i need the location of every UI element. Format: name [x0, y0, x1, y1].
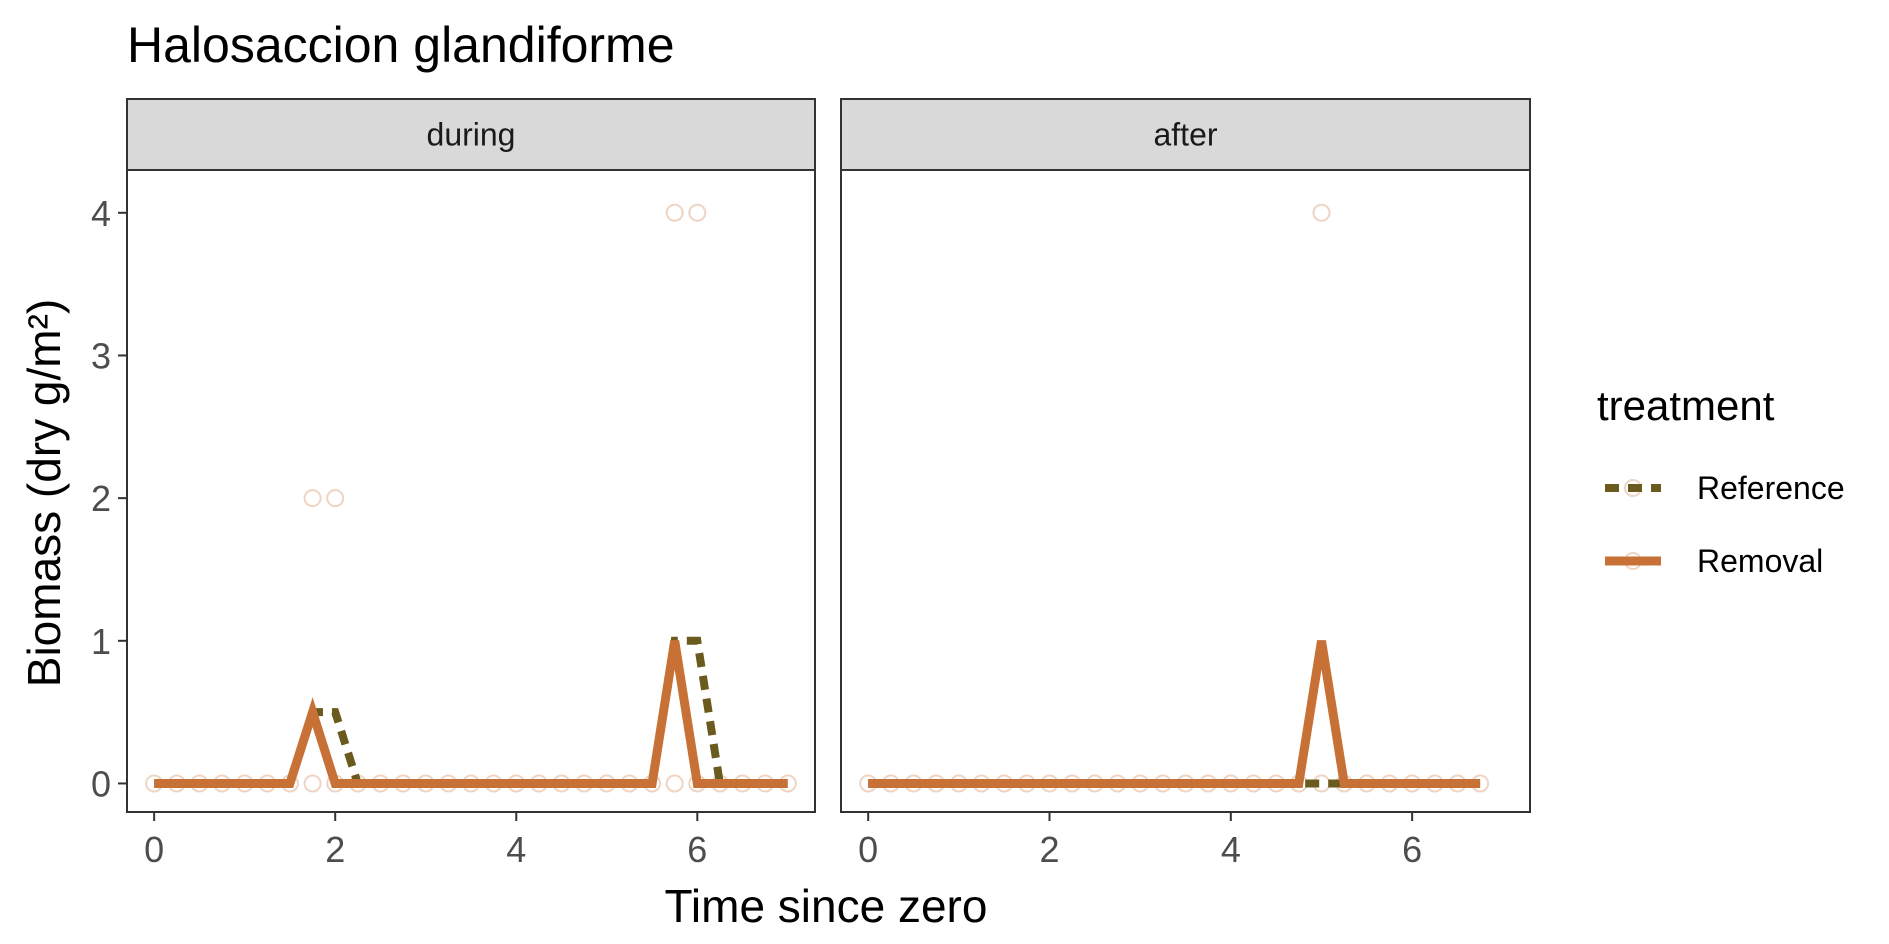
x-tick-label: 6: [1402, 829, 1422, 870]
x-tick-label: 6: [687, 829, 707, 870]
plot-area: [127, 170, 815, 812]
x-tick-label: 2: [325, 829, 345, 870]
facet-strip-label: after: [1153, 117, 1217, 153]
legend-key-removal: [1605, 552, 1661, 570]
chart-title: Halosaccion glandiforme: [127, 17, 675, 73]
x-axis-title: Time since zero: [665, 880, 988, 932]
facet-strip: [840, 98, 1531, 171]
data-point: [688, 203, 707, 222]
x-tick-label: 4: [1221, 829, 1241, 870]
x-tick-label: 0: [858, 829, 878, 870]
data-point: [326, 489, 345, 508]
panel-border: [126, 169, 816, 813]
x-tick-label: 0: [144, 829, 164, 870]
data-point: [665, 774, 684, 793]
facet-strip: [126, 98, 816, 171]
y-tick-label: 3: [91, 335, 111, 376]
y-tick-label: 4: [91, 193, 111, 234]
y-axis-title: Biomass (dry g/m²): [18, 299, 70, 687]
legend-label: Reference: [1697, 470, 1845, 506]
x-tick-label: 4: [506, 829, 526, 870]
data-point: [665, 203, 684, 222]
facet-panel-after: after 0 2 4 6: [840, 98, 1531, 870]
y-tick-label: 0: [91, 763, 111, 804]
facet-panel-during: during 0 2 4 6 0 1 2 3 4: [91, 98, 816, 870]
data-point: [1312, 203, 1331, 222]
x-tick-label: 2: [1039, 829, 1059, 870]
y-tick-label: 2: [91, 478, 111, 519]
series-line-removal: [154, 640, 788, 788]
facet-strip-label: during: [427, 117, 516, 153]
plot-area: [841, 170, 1530, 812]
panel-border: [840, 169, 1531, 813]
legend-title: treatment: [1597, 382, 1775, 429]
legend-key-reference: [1605, 479, 1661, 497]
facet-panels: during 0 2 4 6 0 1 2 3 4 after 0 2 4 6: [91, 98, 1531, 870]
y-tick-label: 1: [91, 621, 111, 662]
legend-label: Removal: [1697, 543, 1823, 579]
series-line-removal: [868, 640, 1481, 788]
data-point: [303, 489, 322, 508]
legend: treatment Reference Removal: [1597, 382, 1845, 579]
data-point: [303, 774, 322, 793]
